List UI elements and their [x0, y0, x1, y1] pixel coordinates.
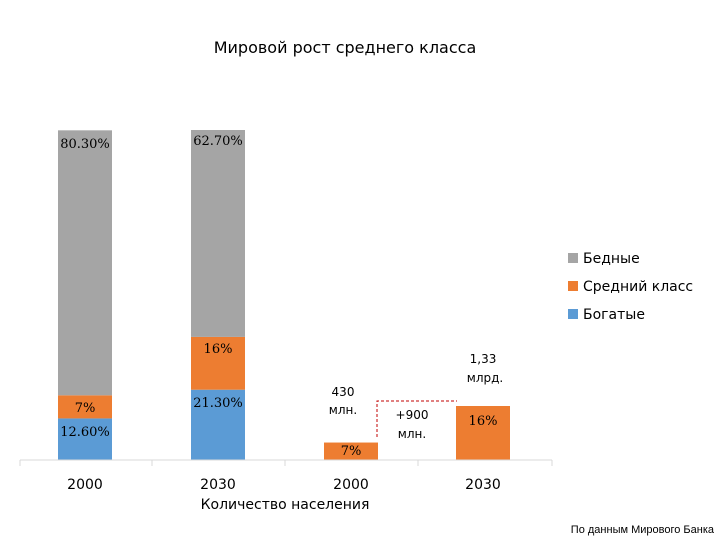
- legend-label-Богатые: Богатые: [583, 307, 645, 323]
- data-label-Средний класс-3: 16%: [469, 414, 498, 429]
- bar-Средний класс-2030: [456, 406, 510, 460]
- annotation-133-line2: млрд.: [467, 371, 503, 385]
- data-label-Средний класс-1: 16%: [204, 342, 233, 357]
- data-label-Средний класс-2: 7%: [341, 444, 362, 459]
- bar-Бедные-2000: [58, 130, 112, 396]
- source-note: По данным Мирового Банка: [571, 524, 715, 536]
- x-tick-label-1: 2030: [200, 477, 236, 493]
- data-label-Богатые-0: 12.60%: [60, 425, 110, 440]
- x-tick-label-2: 2000: [333, 477, 369, 493]
- chart-title: Мировой рост среднего класса: [214, 38, 477, 57]
- data-label-Бедные-0: 80.30%: [60, 137, 110, 152]
- bar-Средний класс-2000: [58, 395, 112, 419]
- annotation-430-line2: млн.: [329, 403, 357, 417]
- bar-Богатые-2030: [191, 389, 245, 460]
- annotation-133-line1: 1,33: [470, 352, 497, 366]
- legend-label-Средний класс: Средний класс: [583, 279, 693, 295]
- x-tick-marks: [19, 460, 553, 466]
- bars-group: 12.60% 21.30% 7% 16% 7% 16% 80.30% 62.70%: [58, 130, 510, 460]
- x-axis-title: Количество населения: [201, 497, 370, 513]
- bar-Богатые-2000: [58, 418, 112, 460]
- growth-connector-line: [376, 400, 457, 437]
- annotation-430-line1: 430: [332, 385, 355, 399]
- annotation-growth-line1: +900: [396, 408, 429, 422]
- bar-Бедные-2030: [191, 130, 245, 337]
- bar-Средний класс-2000: [324, 442, 378, 460]
- x-tick-labels: 2000 2030 2000 2030: [67, 477, 501, 493]
- legend-swatch-Богатые: [568, 309, 578, 319]
- legend-swatch-Бедные: [568, 253, 578, 263]
- data-label-Средний класс-0: 7%: [75, 401, 96, 416]
- legend-label-Бедные: Бедные: [583, 251, 640, 267]
- x-tick-label-3: 2030: [465, 477, 501, 493]
- legend-swatch-Средний класс: [568, 281, 578, 291]
- annotation-growth-line2: млн.: [398, 427, 426, 441]
- bar-Средний класс-2030: [191, 336, 245, 390]
- legend: Бедные Средний класс Богатые: [568, 251, 693, 323]
- x-tick-label-0: 2000: [67, 477, 103, 493]
- data-label-Бедные-1: 62.70%: [193, 134, 243, 149]
- data-label-Богатые-1: 21.30%: [193, 396, 243, 411]
